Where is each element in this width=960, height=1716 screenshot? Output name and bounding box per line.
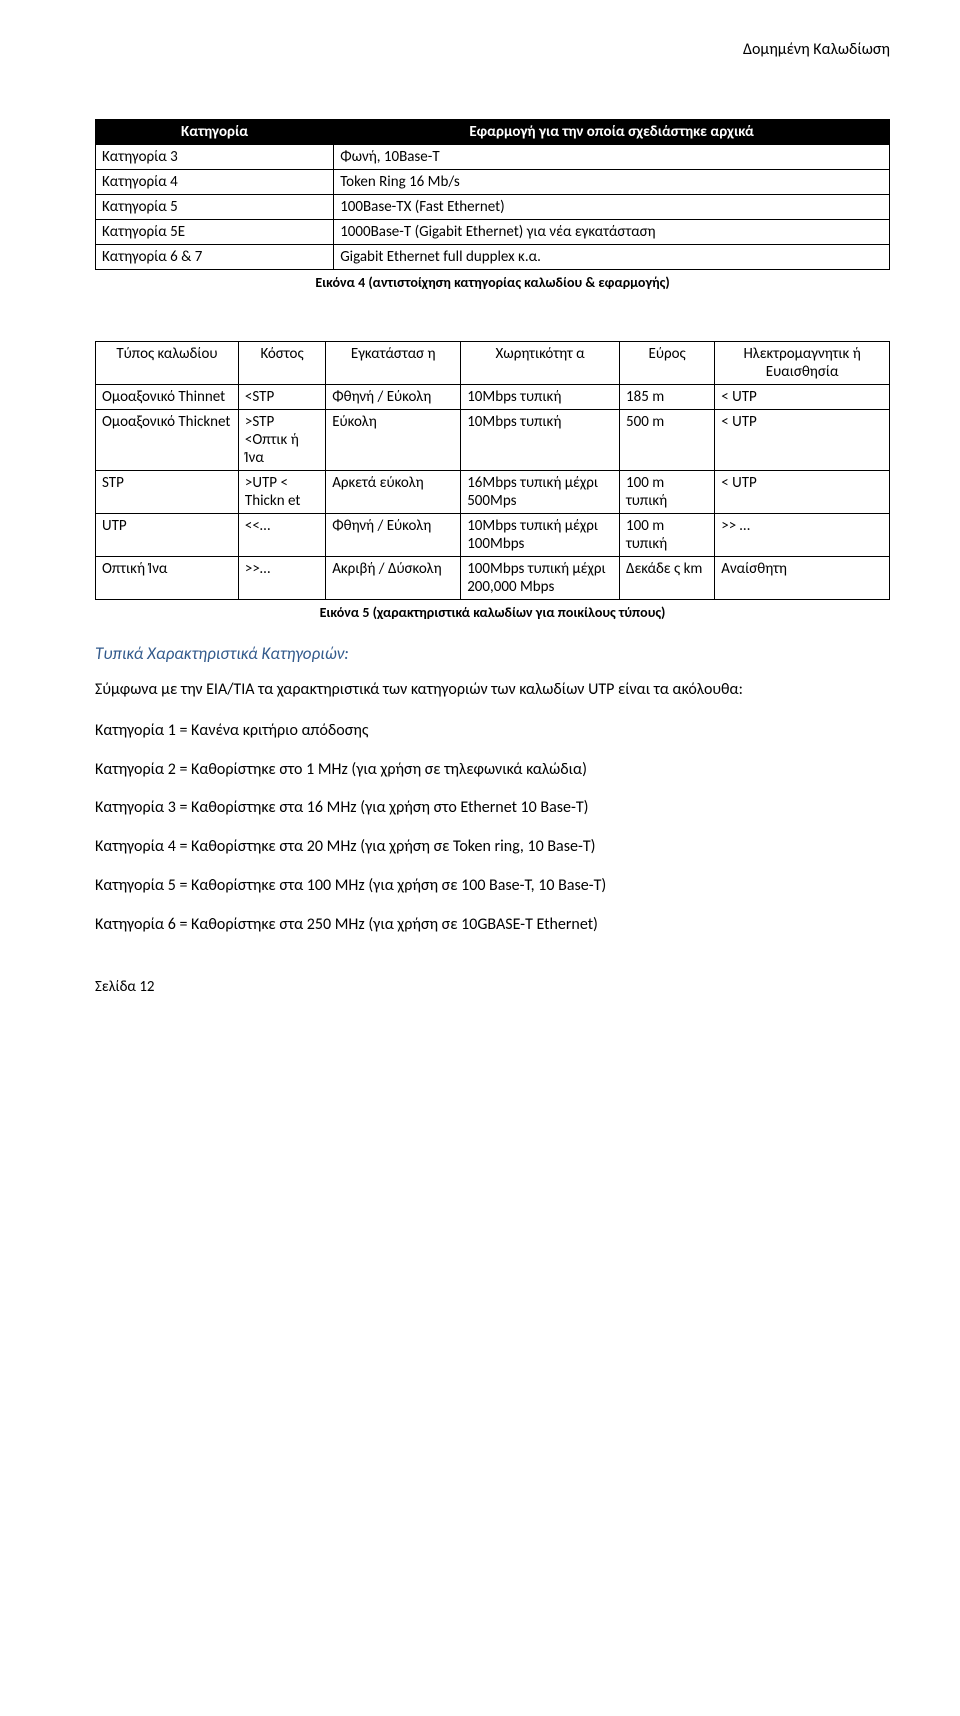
cell: < UTP (715, 385, 890, 410)
section-heading-typical-characteristics: Τυπικά Χαρακτηριστικά Κατηγοριών: (95, 643, 890, 664)
cell: Αναίσθητη (715, 557, 890, 600)
cell: Φθηνή / Εύκολη (326, 385, 461, 410)
page-footer: Σελίδα 12 (95, 978, 890, 996)
cell: 10Mbps τυπική (461, 410, 620, 471)
cell: Φθηνή / Εύκολη (326, 514, 461, 557)
table-row: UTP <<… Φθηνή / Εύκολη 10Mbps τυπική μέχ… (96, 514, 890, 557)
th-install: Εγκατάστασ η (326, 342, 461, 385)
cell: >> … (715, 514, 890, 557)
cell: Token Ring 16 Mb/s (334, 170, 890, 195)
cell: <<… (238, 514, 325, 557)
cell: 100 m τυπική (620, 514, 715, 557)
table-row: Κατηγορία 6 & 7 Gigabit Ethernet full du… (96, 245, 890, 270)
th-category: Κατηγορία (96, 120, 334, 145)
table-cable-characteristics: Τύπος καλωδίου Κόστος Εγκατάστασ η Χωρητ… (95, 341, 890, 600)
cell: STP (96, 471, 239, 514)
table-row: Κατηγορία 4 Token Ring 16 Mb/s (96, 170, 890, 195)
cell: >UTP < Thickn et (238, 471, 325, 514)
table-row: Κατηγορία 3 Φωνή, 10Base-T (96, 145, 890, 170)
cell: Φωνή, 10Base-T (334, 145, 890, 170)
cell: < UTP (715, 410, 890, 471)
cell: Δεκάδε ς km (620, 557, 715, 600)
cell: Ομοαξονικό Thicknet (96, 410, 239, 471)
category-line: Κατηγορία 2 = Καθορίστηκε στο 1 MHz (για… (95, 758, 890, 783)
cell: Αρκετά εύκολη (326, 471, 461, 514)
table-row: Οπτική Ίνα >>… Ακριβή / Δύσκολη 100Mbps … (96, 557, 890, 600)
cell: Οπτική Ίνα (96, 557, 239, 600)
cell: 10Mbps τυπική μέχρι 100Mbps (461, 514, 620, 557)
category-line: Κατηγορία 3 = Καθορίστηκε στα 16 MHz (γι… (95, 796, 890, 821)
th-emi: Ηλεκτρομαγνητικ ή Ευαισθησία (715, 342, 890, 385)
cell: Ομοαξονικό Thinnet (96, 385, 239, 410)
table-head-row: Τύπος καλωδίου Κόστος Εγκατάστασ η Χωρητ… (96, 342, 890, 385)
th-range: Εύρος (620, 342, 715, 385)
table2-caption: Εικόνα 5 (χαρακτηριστικά καλωδίων για πο… (95, 604, 890, 621)
th-cost: Κόστος (238, 342, 325, 385)
cell: 500 m (620, 410, 715, 471)
page: Δομημένη Καλωδίωση Κατηγορία Εφαρμογή γι… (0, 0, 960, 1056)
cell: 16Mbps τυπική μέχρι 500Mps (461, 471, 620, 514)
cell: < UTP (715, 471, 890, 514)
category-line: Κατηγορία 6 = Καθορίστηκε στα 250 MHz (γ… (95, 913, 890, 938)
cell: Κατηγορία 5 (96, 195, 334, 220)
cell: <STP (238, 385, 325, 410)
cell: Κατηγορία 4 (96, 170, 334, 195)
cell: 100Base-TX (Fast Ethernet) (334, 195, 890, 220)
cell: 185 m (620, 385, 715, 410)
cell: Κατηγορία 5E (96, 220, 334, 245)
category-line: Κατηγορία 5 = Καθορίστηκε στα 100 MHz (γ… (95, 874, 890, 899)
cell: 1000Base-T (Gigabit Ethernet) για νέα εγ… (334, 220, 890, 245)
table-categories-applications: Κατηγορία Εφαρμογή για την οποία σχεδιάσ… (95, 119, 890, 270)
table-head-row: Κατηγορία Εφαρμογή για την οποία σχεδιάσ… (96, 120, 890, 145)
th-cable-type: Τύπος καλωδίου (96, 342, 239, 385)
category-line: Κατηγορία 4 = Καθορίστηκε στα 20 MHz (γι… (95, 835, 890, 860)
cell: 10Mbps τυπική (461, 385, 620, 410)
cell: >STP <Οπτικ ή Ίνα (238, 410, 325, 471)
cell: 100Mbps τυπική μέχρι 200,000 Mbps (461, 557, 620, 600)
cell: Gigabit Ethernet full dupplex κ.α. (334, 245, 890, 270)
th-application: Εφαρμογή για την οποία σχεδιάστηκε αρχικ… (334, 120, 890, 145)
table-row: Ομοαξονικό Thicknet >STP <Οπτικ ή Ίνα Εύ… (96, 410, 890, 471)
table-row: Κατηγορία 5E 1000Base-T (Gigabit Etherne… (96, 220, 890, 245)
table1-caption: Εικόνα 4 (αντιστοίχηση κατηγορίας καλωδί… (95, 274, 890, 291)
table-row: Ομοαξονικό Thinnet <STP Φθηνή / Εύκολη 1… (96, 385, 890, 410)
category-line: Κατηγορία 1 = Κανένα κριτήριο απόδοσης (95, 719, 890, 744)
cell: Κατηγορία 3 (96, 145, 334, 170)
cell: >>… (238, 557, 325, 600)
table-row: STP >UTP < Thickn et Αρκετά εύκολη 16Mbp… (96, 471, 890, 514)
intro-paragraph: Σύμφωνα με την EIA/TIA τα χαρακτηριστικά… (95, 678, 890, 703)
table-row: Κατηγορία 5 100Base-TX (Fast Ethernet) (96, 195, 890, 220)
cell: 100 m τυπική (620, 471, 715, 514)
cell: Κατηγορία 6 & 7 (96, 245, 334, 270)
page-header-right: Δομημένη Καλωδίωση (95, 40, 890, 59)
cell: UTP (96, 514, 239, 557)
th-capacity: Χωρητικότητ α (461, 342, 620, 385)
cell: Ακριβή / Δύσκολη (326, 557, 461, 600)
cell: Εύκολη (326, 410, 461, 471)
